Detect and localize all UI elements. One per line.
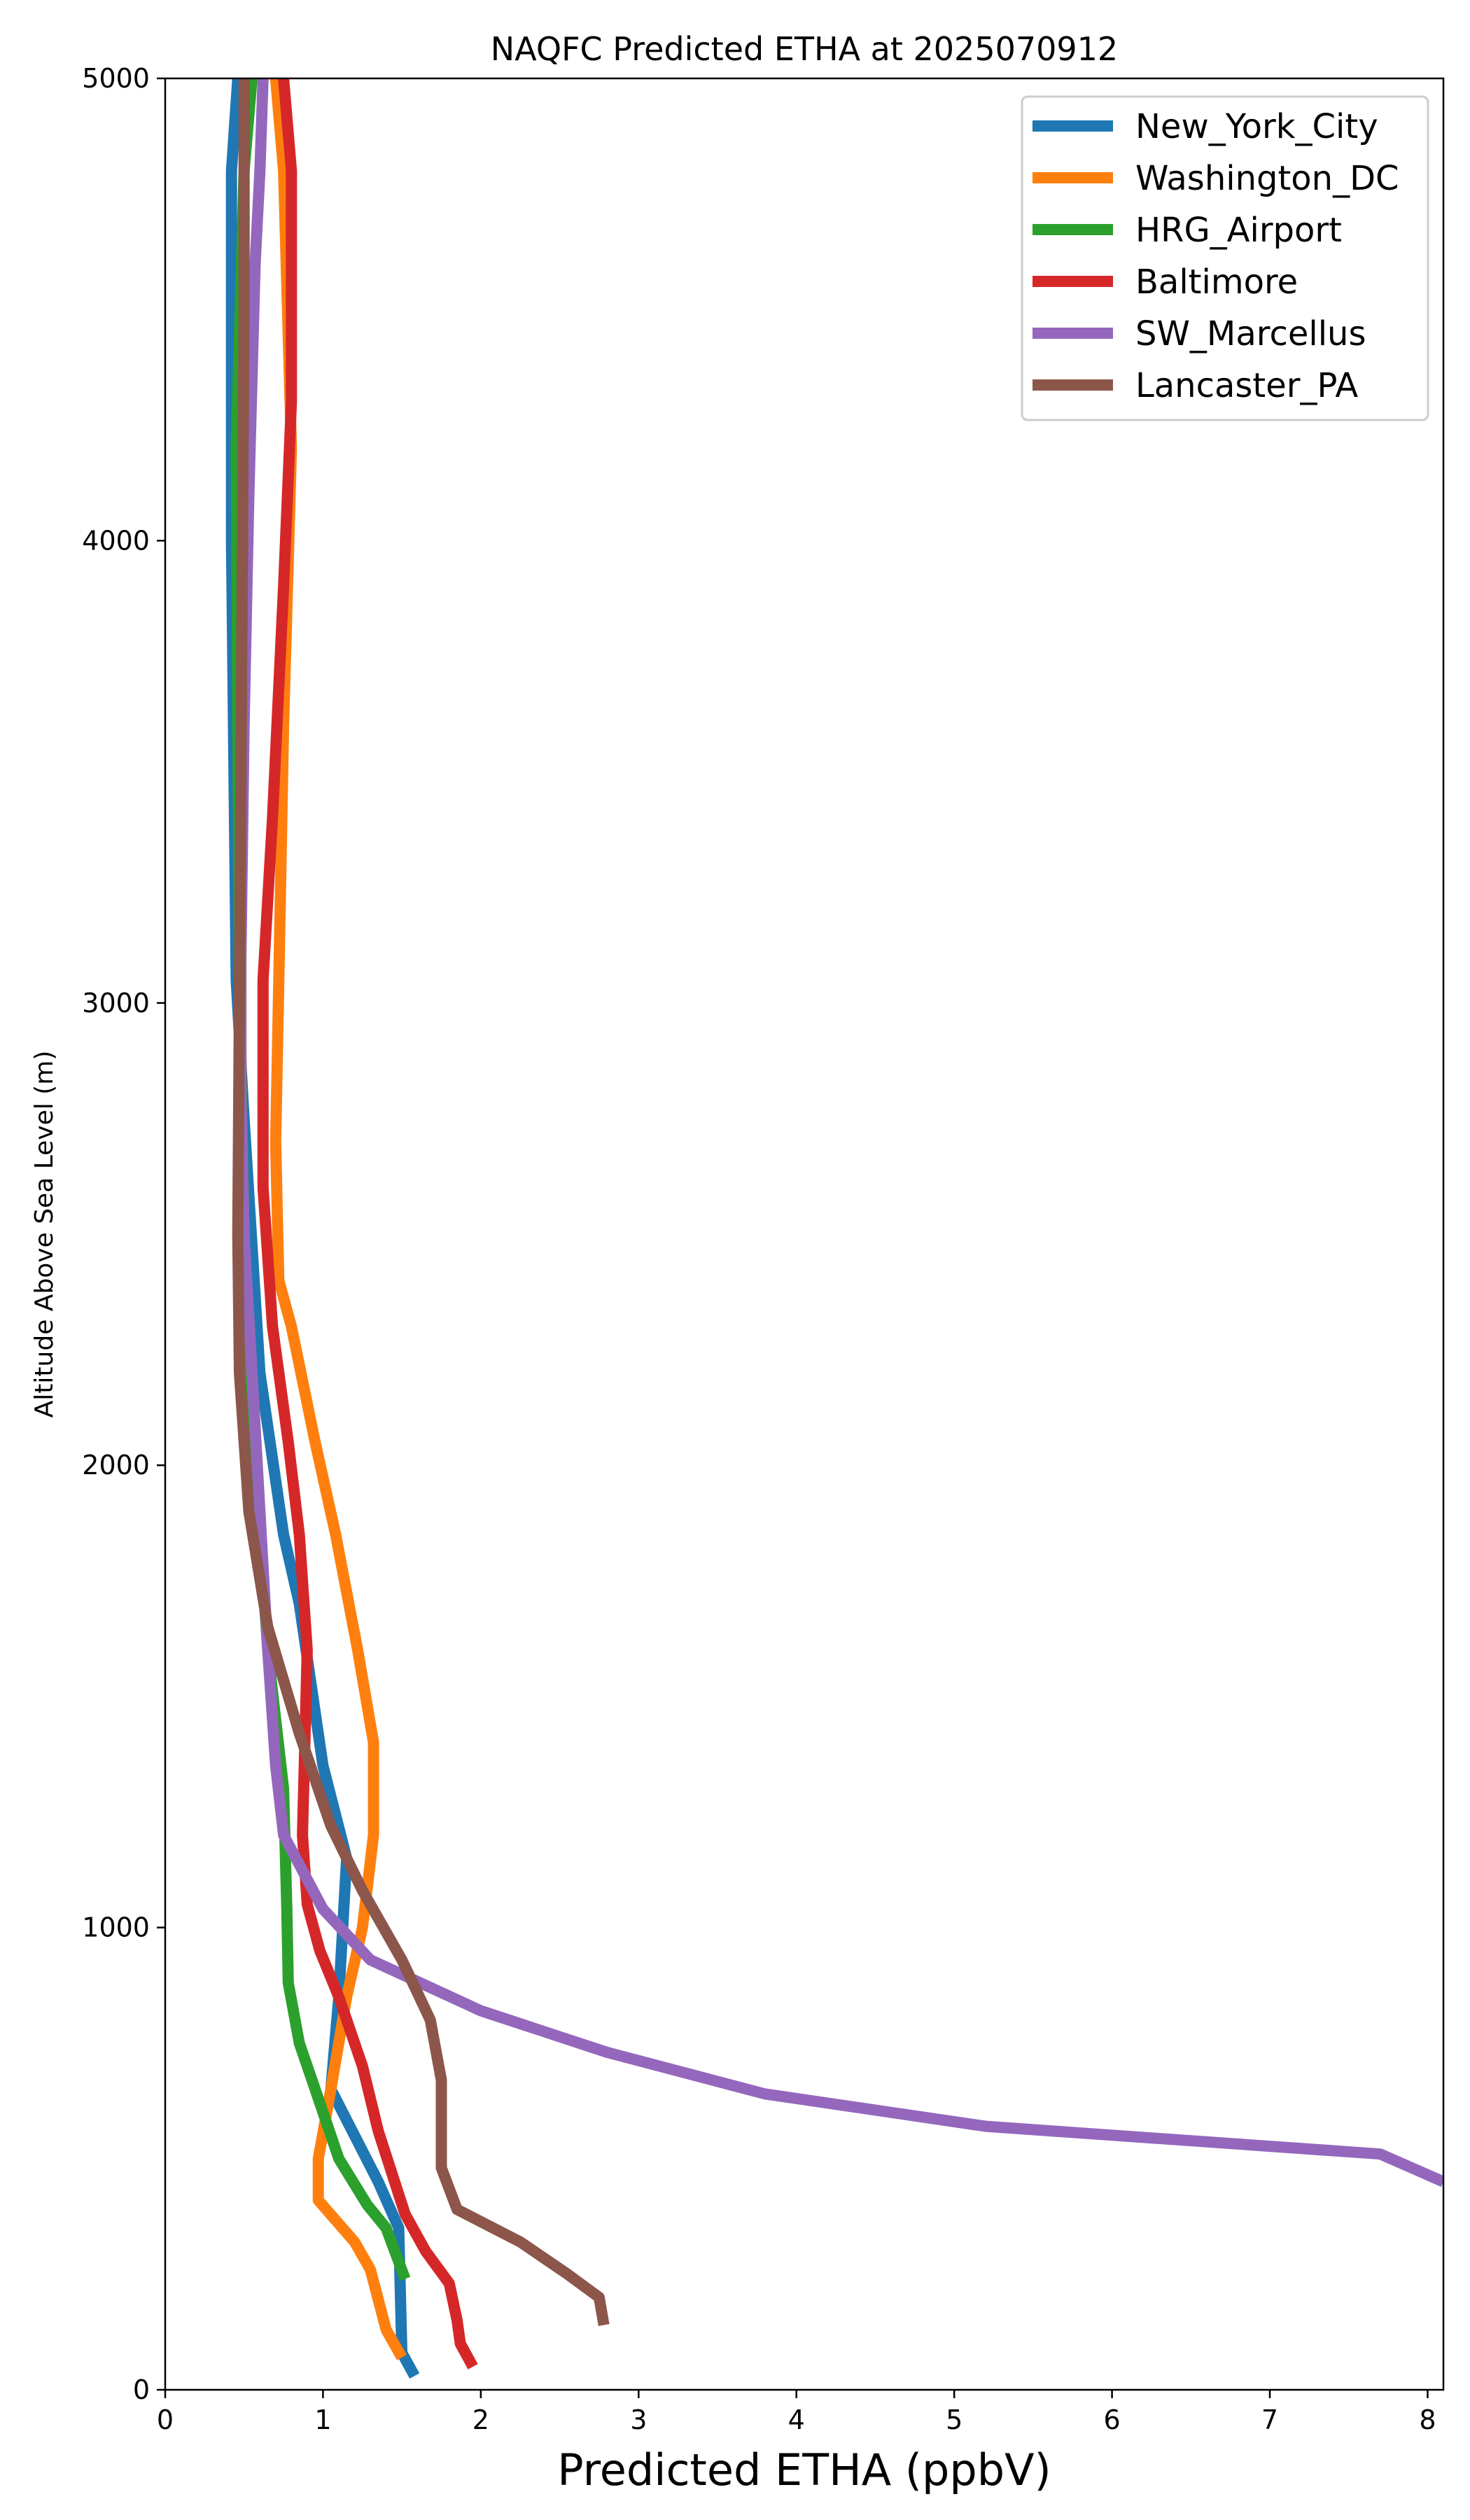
legend-label-sw-marcellus: SW_Marcellus <box>1135 314 1366 354</box>
legend-label-new-york-city: New_York_City <box>1135 107 1378 146</box>
legend-label-baltimore: Baltimore <box>1135 262 1298 302</box>
x-tick-label: 3 <box>630 2404 647 2435</box>
y-tick-label: 5000 <box>82 63 150 94</box>
series-line-lancaster-pa <box>232 78 610 2326</box>
y-tick-label: 3000 <box>82 988 150 1018</box>
legend-label-lancaster-pa: Lancaster_PA <box>1135 366 1358 405</box>
x-axis-label: Predicted ETHA (ppbV) <box>557 2444 1051 2496</box>
chart-title: NAQFC Predicted ETHA at 2025070912 <box>491 30 1118 68</box>
plot-frame <box>164 77 1445 2391</box>
x-tick-label: 6 <box>1103 2404 1120 2435</box>
x-tick-label: 2 <box>472 2404 489 2435</box>
y-tick-label: 4000 <box>82 525 150 556</box>
y-axis-label: Altitude Above Sea Level (m) <box>30 1051 59 1418</box>
legend-label-hrg-airport: HRG_Airport <box>1135 211 1342 250</box>
series-line-washington-dc <box>270 78 407 2360</box>
y-axis-ticks: 0 1000 2000 3000 4000 5000 <box>82 63 165 2405</box>
legend: New_York_City Washington_DC HRG_Airport Bal… <box>1021 95 1429 421</box>
x-tick-label: 1 <box>314 2404 331 2435</box>
legend-label-washington-dc: Washington_DC <box>1135 159 1399 198</box>
series-line-baltimore <box>257 78 478 2370</box>
y-tick-label: 0 <box>133 2374 150 2405</box>
x-axis-ticks: 0 1 2 3 4 5 6 7 8 <box>157 2390 1436 2435</box>
x-tick-label: 5 <box>946 2404 962 2435</box>
y-tick-label: 2000 <box>82 1450 150 1480</box>
x-tick-label: 4 <box>788 2404 805 2435</box>
y-tick-label: 1000 <box>82 1912 150 1943</box>
x-tick-label: 8 <box>1419 2404 1436 2435</box>
legend-box <box>1021 95 1429 421</box>
series-lines <box>225 78 1443 2379</box>
x-tick-label: 0 <box>157 2404 174 2435</box>
x-tick-label: 7 <box>1261 2404 1278 2435</box>
